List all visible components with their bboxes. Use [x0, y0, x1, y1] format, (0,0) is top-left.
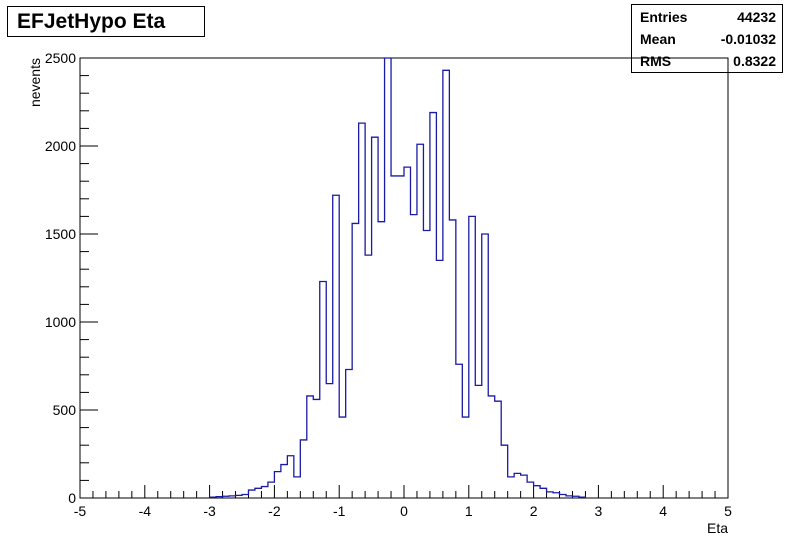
y-axis-label: nevents	[27, 58, 43, 107]
stats-label-entries: Entries	[640, 9, 688, 25]
x-tick-label: -3	[203, 503, 216, 519]
stats-row-rms: RMS 0.8322	[632, 51, 782, 72]
stats-row-entries: Entries 44232	[632, 7, 782, 28]
stats-row-mean: Mean -0.01032	[632, 29, 782, 50]
stats-label-rms: RMS	[640, 53, 672, 69]
plot-frame	[79, 57, 729, 499]
y-tick-label: 1500	[45, 226, 76, 242]
x-tick-label: 3	[595, 503, 603, 519]
stats-box: Entries 44232 Mean -0.01032 RMS 0.8322	[631, 4, 783, 73]
x-tick-label: -1	[333, 503, 346, 519]
y-tick-label: 2000	[45, 138, 76, 154]
stats-value-mean: -0.01032	[720, 31, 776, 47]
x-tick-label: 5	[724, 503, 732, 519]
y-tick-label: 2500	[45, 50, 76, 66]
axis-ticks	[79, 57, 729, 499]
x-tick-label: 1	[465, 503, 473, 519]
histogram-outline	[208, 57, 587, 498]
x-tick-label: -2	[268, 503, 281, 519]
x-axis-label: Eta	[707, 520, 728, 536]
y-tick-label: 1000	[45, 314, 76, 330]
y-tick-label: 0	[68, 490, 76, 506]
x-tick-label: 2	[530, 503, 538, 519]
chart-title: EFJetHypo Eta	[7, 6, 205, 37]
x-tick-label: -4	[139, 503, 152, 519]
x-tick-label: 0	[400, 503, 408, 519]
y-tick-label: 500	[53, 402, 77, 418]
stats-label-mean: Mean	[640, 31, 676, 47]
axis-tick-labels: -5 -4 -3 -2 -1 0 1 2 3 4 5 0 500 1000 1500 2000 2500	[45, 50, 732, 519]
x-tick-label: -5	[74, 503, 87, 519]
x-tick-label: 4	[659, 503, 667, 519]
stats-value-rms: 0.8322	[733, 53, 776, 69]
stats-value-entries: 44232	[737, 9, 776, 25]
